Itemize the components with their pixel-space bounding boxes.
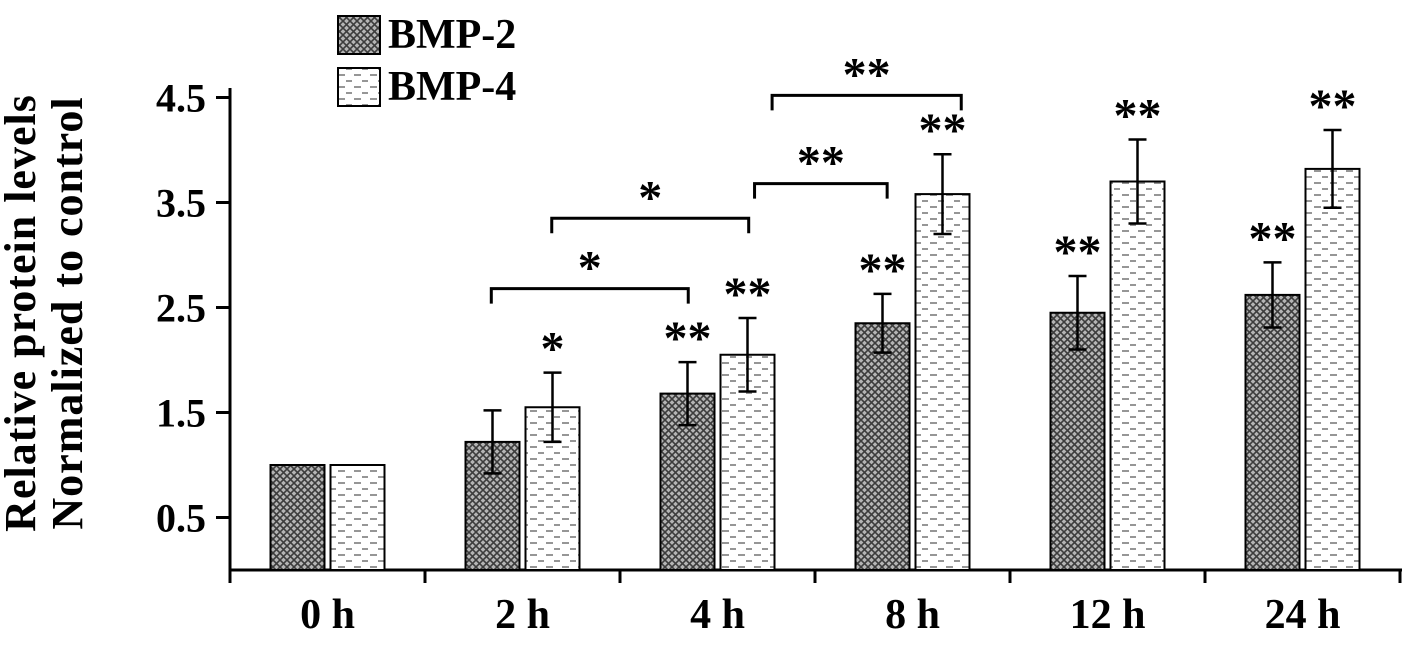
y-tick-label: 4.5 (156, 76, 206, 121)
bar-bmp-2-8h (854, 322, 911, 571)
y-tick-label: 3.5 (156, 181, 206, 226)
significance-star: ** (859, 244, 907, 297)
y-axis-title: Relative protein levels Normalized to co… (0, 33, 93, 593)
comparison-bracket (753, 182, 889, 199)
x-category-label: 12 h (1070, 592, 1146, 638)
bar-bmp-4-24h (1304, 167, 1361, 571)
y-axis-title-line1: Relative protein levels (0, 94, 45, 532)
comparison-bracket (489, 287, 690, 304)
x-category-label: 0 h (300, 592, 355, 638)
bar-bmp-2-24h (1244, 293, 1301, 571)
bar-bmp-2-4h (659, 392, 716, 571)
x-category-label: 2 h (495, 592, 550, 638)
legend-swatch-bmp4 (337, 67, 381, 107)
bracket-significance-label: ** (843, 48, 891, 101)
bar-bmp-2-0h (269, 464, 326, 571)
x-category-label: 4 h (690, 592, 745, 638)
bar-bmp-2-12h (1049, 311, 1106, 571)
bar-bmp-4-0h (329, 464, 386, 571)
legend-swatch-bmp2 (337, 15, 381, 55)
significance-star: * (541, 323, 565, 376)
bar-bmp-4-12h (1109, 180, 1166, 571)
bar-bmp-4-8h (914, 193, 971, 571)
significance-star: ** (1114, 90, 1162, 143)
significance-star: ** (1309, 80, 1357, 133)
bar-bmp-2-2h (464, 440, 521, 571)
bracket-significance-label: ** (797, 137, 845, 190)
significance-star: ** (664, 312, 712, 365)
x-category-label: 24 h (1265, 592, 1341, 638)
significance-star: ** (724, 268, 772, 321)
significance-star: ** (919, 104, 967, 157)
legend-label-bmp4: BMP-4 (388, 64, 517, 110)
comparison-bracket (770, 93, 963, 111)
x-category-label: 8 h (885, 592, 940, 638)
significance-star: ** (1249, 212, 1297, 265)
y-tick-label: 2.5 (156, 286, 206, 331)
comparison-bracket (550, 216, 751, 234)
legend-label-bmp2: BMP-2 (388, 12, 517, 58)
bracket-significance-label: * (578, 242, 602, 295)
y-tick-label: 0.5 (156, 496, 206, 541)
significance-star: ** (1054, 226, 1102, 279)
bracket-significance-label: * (638, 171, 662, 224)
y-tick-label: 1.5 (156, 391, 206, 436)
y-axis-title-line2: Normalized to control (43, 96, 92, 530)
